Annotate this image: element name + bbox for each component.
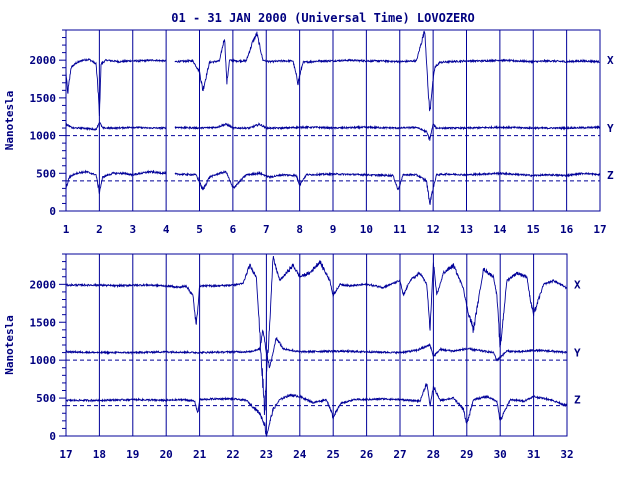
series-y-line [65,329,568,369]
x-tick-label: 2 [96,223,103,236]
x-tick-label: 3 [129,223,136,236]
y-tick-label: 1000 [30,130,57,143]
x-tick-label: 29 [460,448,473,461]
x-tick-label: 11 [393,223,407,236]
x-tick-label: 18 [93,448,106,461]
chart-title: 01 - 31 JAN 2000 (Universal Time) LOVOZE… [171,11,474,25]
x-tick-label: 4 [163,223,170,236]
series-y-line [65,122,601,141]
x-tick-label: 16 [560,223,574,236]
x-tick-label: 26 [360,448,374,461]
x-tick-label: 15 [527,223,540,236]
series-z-line [65,382,568,438]
y-axis-label: Nanotesla [3,91,16,151]
x-tick-label: 1 [63,223,70,236]
panel-top: 1 2 3 4 5 6 7 8 9 10 11 12 13 14 15 16 17050010001500200… [3,29,614,236]
x-tick-label: 20 [160,448,173,461]
x-tick-label: 10 [360,223,373,236]
x-tick-label: 28 [427,448,440,461]
x-tick-label: 27 [393,448,406,461]
y-axis-label: Nanotesla [3,315,16,375]
y-tick-label: 2000 [30,278,57,291]
y-tick-label: 1000 [30,354,57,367]
x-tick-label: 7 [263,223,270,236]
y-tick-label: 2000 [30,54,57,67]
y-tick-label: 0 [49,205,56,218]
x-tick-label: 17 [59,448,72,461]
panel-bottom: 17 18 19 20 21 22 23 24 25 26 27 28 29 30 31 32 0 500 1000… [3,253,581,461]
y-tick-label: 0 [49,430,56,443]
series-x-line [65,30,600,117]
series-x-label: X [574,278,581,291]
series-z-line [65,169,601,205]
series-x-label: X [607,54,614,67]
y-tick-label: 500 [36,392,56,405]
x-tick-label: 31 [527,448,541,461]
x-tick-label: 25 [327,448,340,461]
x-tick-label: 24 [293,448,307,461]
y-tick-label: 1500 [30,316,57,329]
x-tick-label: 22 [226,448,239,461]
series-y-label: Y [574,347,581,360]
x-tick-label: 6 [230,223,237,236]
x-tick-label: 19 [126,448,139,461]
x-tick-label: 23 [260,448,273,461]
x-tick-label: 13 [460,223,473,236]
series-z-label: Z [607,169,614,182]
x-tick-label: 12 [427,223,440,236]
y-tick-label: 1500 [30,92,57,105]
x-tick-label: 9 [330,223,337,236]
y-tick-label: 500 [36,167,56,180]
x-tick-label: 32 [560,448,573,461]
series-y-label: Y [607,122,614,135]
plot-frame [65,253,568,437]
x-tick-label: 17 [593,223,606,236]
series-z-label: Z [574,394,581,407]
series-x-line [65,256,568,416]
x-tick-label: 14 [493,223,507,236]
x-tick-label: 21 [193,448,207,461]
x-tick-label: 5 [196,223,203,236]
x-tick-label: 30 [494,448,507,461]
x-tick-label: 8 [296,223,303,236]
